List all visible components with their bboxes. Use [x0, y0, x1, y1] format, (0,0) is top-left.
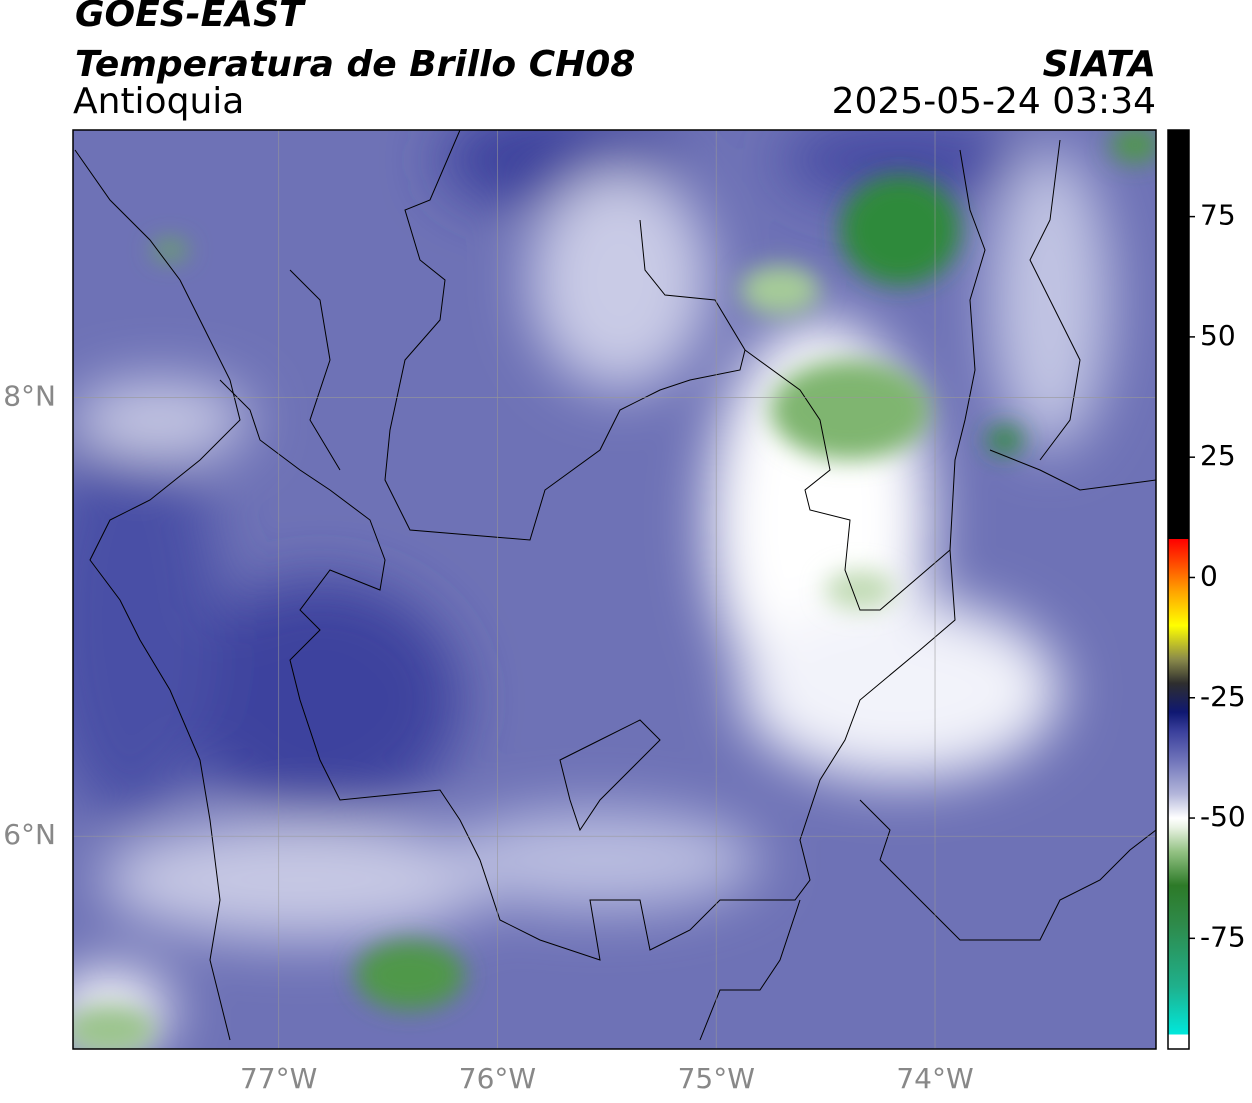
timestamp: 2025-05-24 03:34 — [832, 81, 1156, 122]
subtitle: Temperatura de Brillo CH08 — [75, 44, 635, 85]
colorbar-tick-label: 0 — [1200, 559, 1218, 592]
colorbar-tick-label: -25 — [1200, 680, 1246, 713]
source: SIATA — [1043, 44, 1156, 85]
colorbar-tick-label: 50 — [1200, 319, 1236, 352]
title: GOES-EAST — [75, 0, 306, 35]
lat-tick-label: 8°N — [3, 380, 56, 413]
colorbar-tick-label: -50 — [1200, 800, 1246, 833]
colorbar — [1167, 129, 1190, 1050]
colorbar-tick-label: 75 — [1200, 199, 1236, 232]
lat-tick-label: 6°N — [3, 818, 56, 851]
map-frame — [72, 129, 1157, 1050]
colorbar-tick-label: -75 — [1200, 920, 1246, 953]
lon-tick-label: 76°W — [459, 1062, 536, 1095]
map-image — [73, 130, 1156, 1049]
lon-tick-label: 77°W — [240, 1062, 317, 1095]
region: Antioquia — [73, 81, 244, 122]
lon-tick-label: 75°W — [678, 1062, 755, 1095]
lon-tick-label: 74°W — [896, 1062, 973, 1095]
graticule — [73, 130, 1156, 1049]
colorbar-tick-label: 25 — [1200, 439, 1236, 472]
